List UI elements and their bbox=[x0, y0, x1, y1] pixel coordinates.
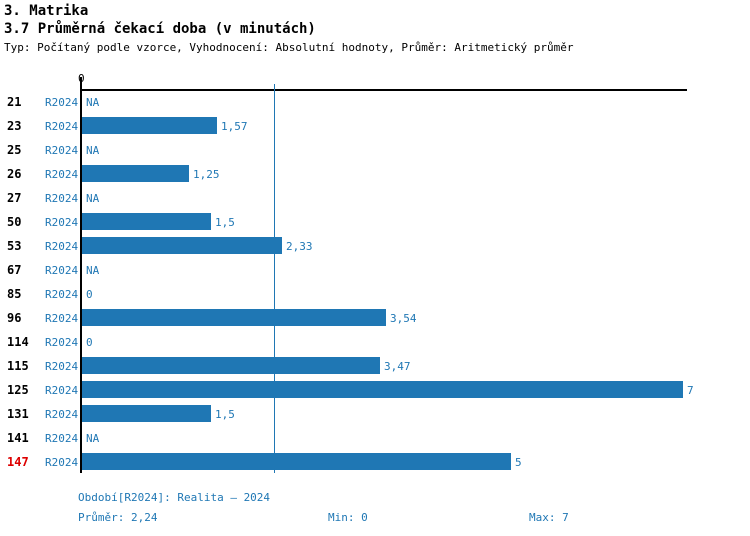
row-category-label: 53 bbox=[7, 239, 22, 253]
row-value-label: 1,5 bbox=[215, 408, 235, 421]
row-category-label: 96 bbox=[7, 311, 22, 325]
row-bar bbox=[82, 405, 211, 422]
footer-max-label: Max: 7 bbox=[529, 511, 569, 524]
row-series-label: R2024 bbox=[45, 264, 79, 277]
row-value-label: NA bbox=[86, 432, 100, 445]
row-category-label: 67 bbox=[7, 263, 22, 277]
row-category-label: 115 bbox=[7, 359, 29, 373]
row-category-label: 114 bbox=[7, 335, 29, 349]
row-bar bbox=[82, 357, 380, 374]
row-category-label: 141 bbox=[7, 431, 29, 445]
row-category-label: 50 bbox=[7, 215, 22, 229]
row-category-label: 23 bbox=[7, 119, 22, 133]
row-series-label: R2024 bbox=[45, 456, 79, 469]
row-series-label: R2024 bbox=[45, 312, 79, 325]
row-category-label: 125 bbox=[7, 383, 29, 397]
row-category-label: 25 bbox=[7, 143, 22, 157]
axis-top-line bbox=[81, 89, 687, 91]
footer-min-label: Min: 0 bbox=[328, 511, 368, 524]
row-value-label: NA bbox=[86, 96, 100, 109]
row-category-label: 85 bbox=[7, 287, 22, 301]
row-value-label: 1,57 bbox=[221, 120, 248, 133]
row-bar bbox=[82, 213, 211, 230]
row-value-label: NA bbox=[86, 144, 100, 157]
chart-title: 3.7 Průměrná čekací doba (v minutách) bbox=[4, 21, 316, 37]
row-series-label: R2024 bbox=[45, 288, 79, 301]
row-series-label: R2024 bbox=[45, 144, 79, 157]
row-series-label: R2024 bbox=[45, 216, 79, 229]
row-value-label: 0 bbox=[86, 336, 93, 349]
row-series-label: R2024 bbox=[45, 360, 79, 373]
row-category-label: 26 bbox=[7, 167, 22, 181]
row-value-label: 2,33 bbox=[286, 240, 313, 253]
bar-chart: 0 21 R2024 NA 23 R2024 1,57 25 R2024 NA … bbox=[7, 72, 694, 473]
row-value-label: 1,25 bbox=[193, 168, 220, 181]
average-line bbox=[274, 84, 275, 473]
row-series-label: R2024 bbox=[45, 96, 79, 109]
row-value-label: 3,47 bbox=[384, 360, 411, 373]
row-value-label: 1,5 bbox=[215, 216, 235, 229]
row-series-label: R2024 bbox=[45, 384, 79, 397]
row-category-label: 131 bbox=[7, 407, 29, 421]
row-series-label: R2024 bbox=[45, 168, 79, 181]
row-category-label: 27 bbox=[7, 191, 22, 205]
row-bar bbox=[82, 117, 217, 134]
row-value-label: 3,54 bbox=[390, 312, 417, 325]
footer-average-label: Průměr: 2,24 bbox=[78, 511, 158, 524]
row-series-label: R2024 bbox=[45, 192, 79, 205]
row-series-label: R2024 bbox=[45, 240, 79, 253]
row-value-label: 0 bbox=[86, 288, 93, 301]
footer-period-label: Období[R2024]: Realita – 2024 bbox=[78, 491, 271, 504]
row-category-label: 21 bbox=[7, 95, 22, 109]
row-value-label: NA bbox=[86, 264, 100, 277]
row-value-label: 7 bbox=[687, 384, 694, 397]
row-series-label: R2024 bbox=[45, 120, 79, 133]
row-value-label: NA bbox=[86, 192, 100, 205]
axis-zero-line bbox=[80, 77, 82, 473]
row-value-label: 5 bbox=[515, 456, 522, 469]
row-bar bbox=[82, 309, 386, 326]
row-series-label: R2024 bbox=[45, 336, 79, 349]
row-bar bbox=[82, 381, 683, 398]
row-series-label: R2024 bbox=[45, 408, 79, 421]
row-category-label: 147 bbox=[7, 455, 29, 469]
chart-subtitle: Typ: Počítaný podle vzorce, Vyhodnocení:… bbox=[4, 41, 574, 54]
row-bar bbox=[82, 237, 282, 254]
row-bar bbox=[82, 165, 189, 182]
section-title: 3. Matrika bbox=[4, 3, 89, 19]
row-bar bbox=[82, 453, 511, 470]
row-series-label: R2024 bbox=[45, 432, 79, 445]
